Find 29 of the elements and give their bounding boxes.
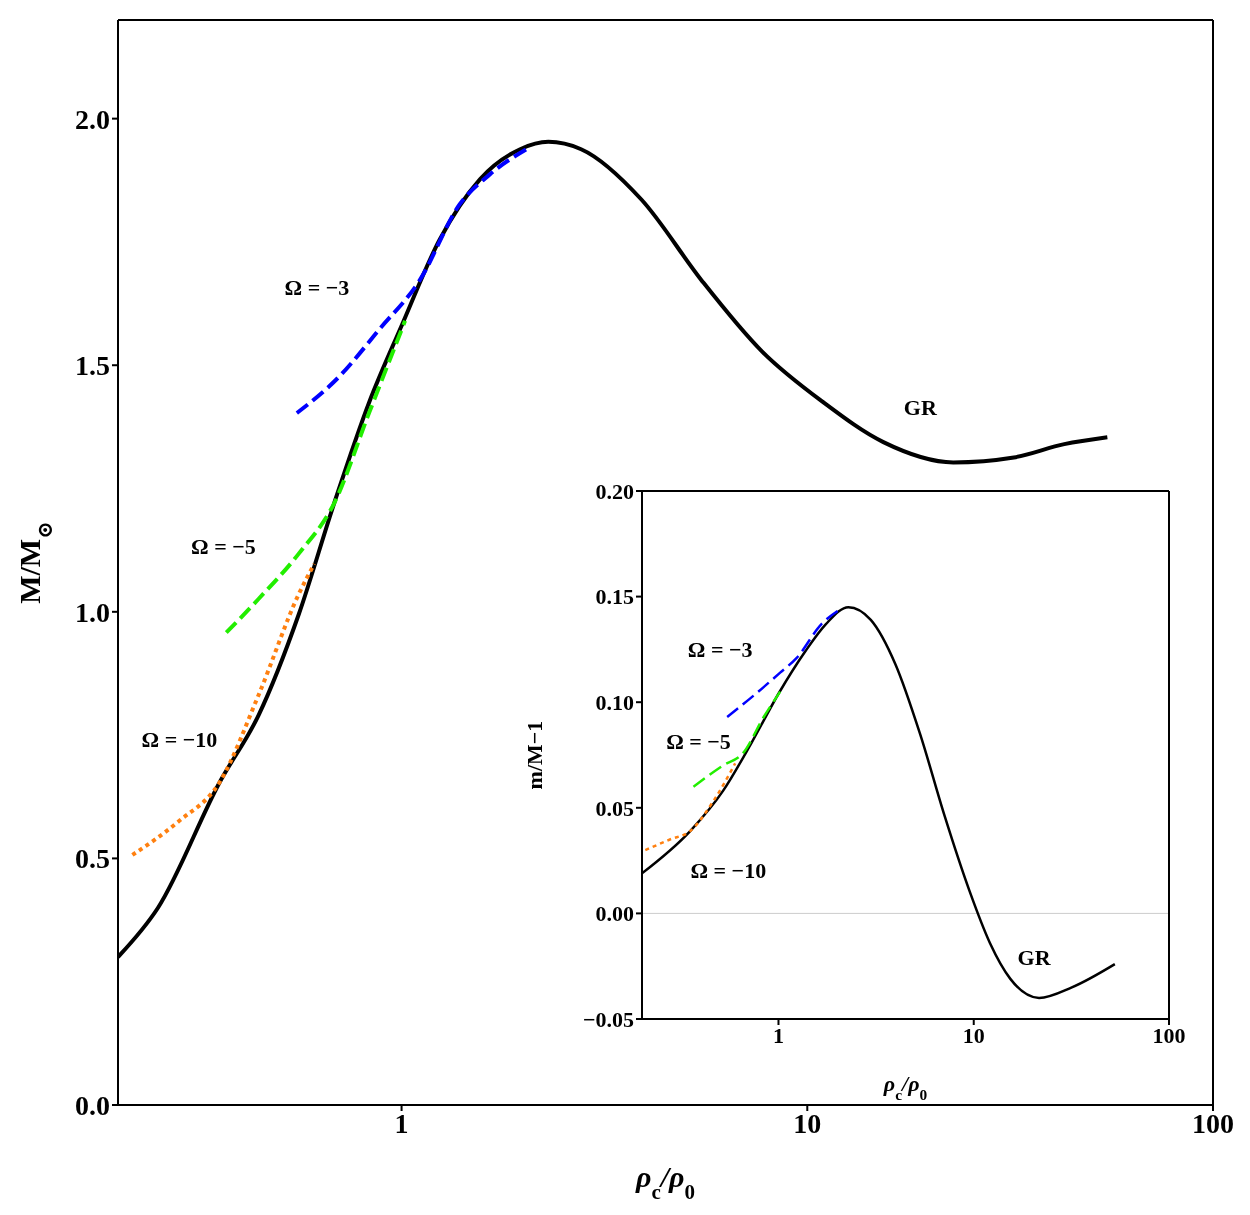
- y-tick-label: −0.05: [582, 1006, 634, 1032]
- x-axis-title: ρ$_{c}$/ρ$_{0}$: [882, 1071, 928, 1103]
- y-tick-label: 1.5: [75, 350, 110, 382]
- x-axis-title: ρ$_{c}$/ρ$_{0}$: [634, 1160, 696, 1204]
- series-label: Ω = −10: [141, 726, 218, 752]
- series-label: Ω = −5: [191, 534, 256, 560]
- y-tick-label: 0.20: [595, 478, 634, 504]
- series-label: GR: [903, 395, 938, 421]
- x-tick-label: 100: [1192, 1107, 1234, 1139]
- x-tick-label: 1: [394, 1107, 409, 1139]
- y-tick-label: 0.15: [595, 584, 634, 610]
- series-label: Ω = −5: [666, 729, 731, 755]
- y-tick-label: 0.0: [75, 1089, 110, 1121]
- y-tick-label: 1.0: [75, 596, 110, 628]
- y-tick-label: 0.00: [595, 901, 634, 927]
- y-tick-label: 0.5: [75, 843, 110, 875]
- x-tick-label: 100: [1152, 1022, 1186, 1048]
- y-tick-label: 0.10: [595, 690, 634, 716]
- y-tick-label: 2.0: [75, 103, 110, 135]
- y-axis-title: m/M−1: [522, 720, 547, 790]
- line-series: [644, 762, 737, 852]
- x-tick-label: 1: [772, 1022, 784, 1048]
- x-tick-label: 10: [962, 1022, 985, 1048]
- series-label: Ω = −3: [687, 636, 753, 662]
- series-label: Ω = −10: [690, 857, 767, 883]
- x-tick-label: 10: [793, 1107, 822, 1139]
- y-tick-label: 0.05: [595, 795, 634, 821]
- series-label: GR: [1017, 944, 1052, 970]
- series-label: Ω = −3: [284, 274, 350, 300]
